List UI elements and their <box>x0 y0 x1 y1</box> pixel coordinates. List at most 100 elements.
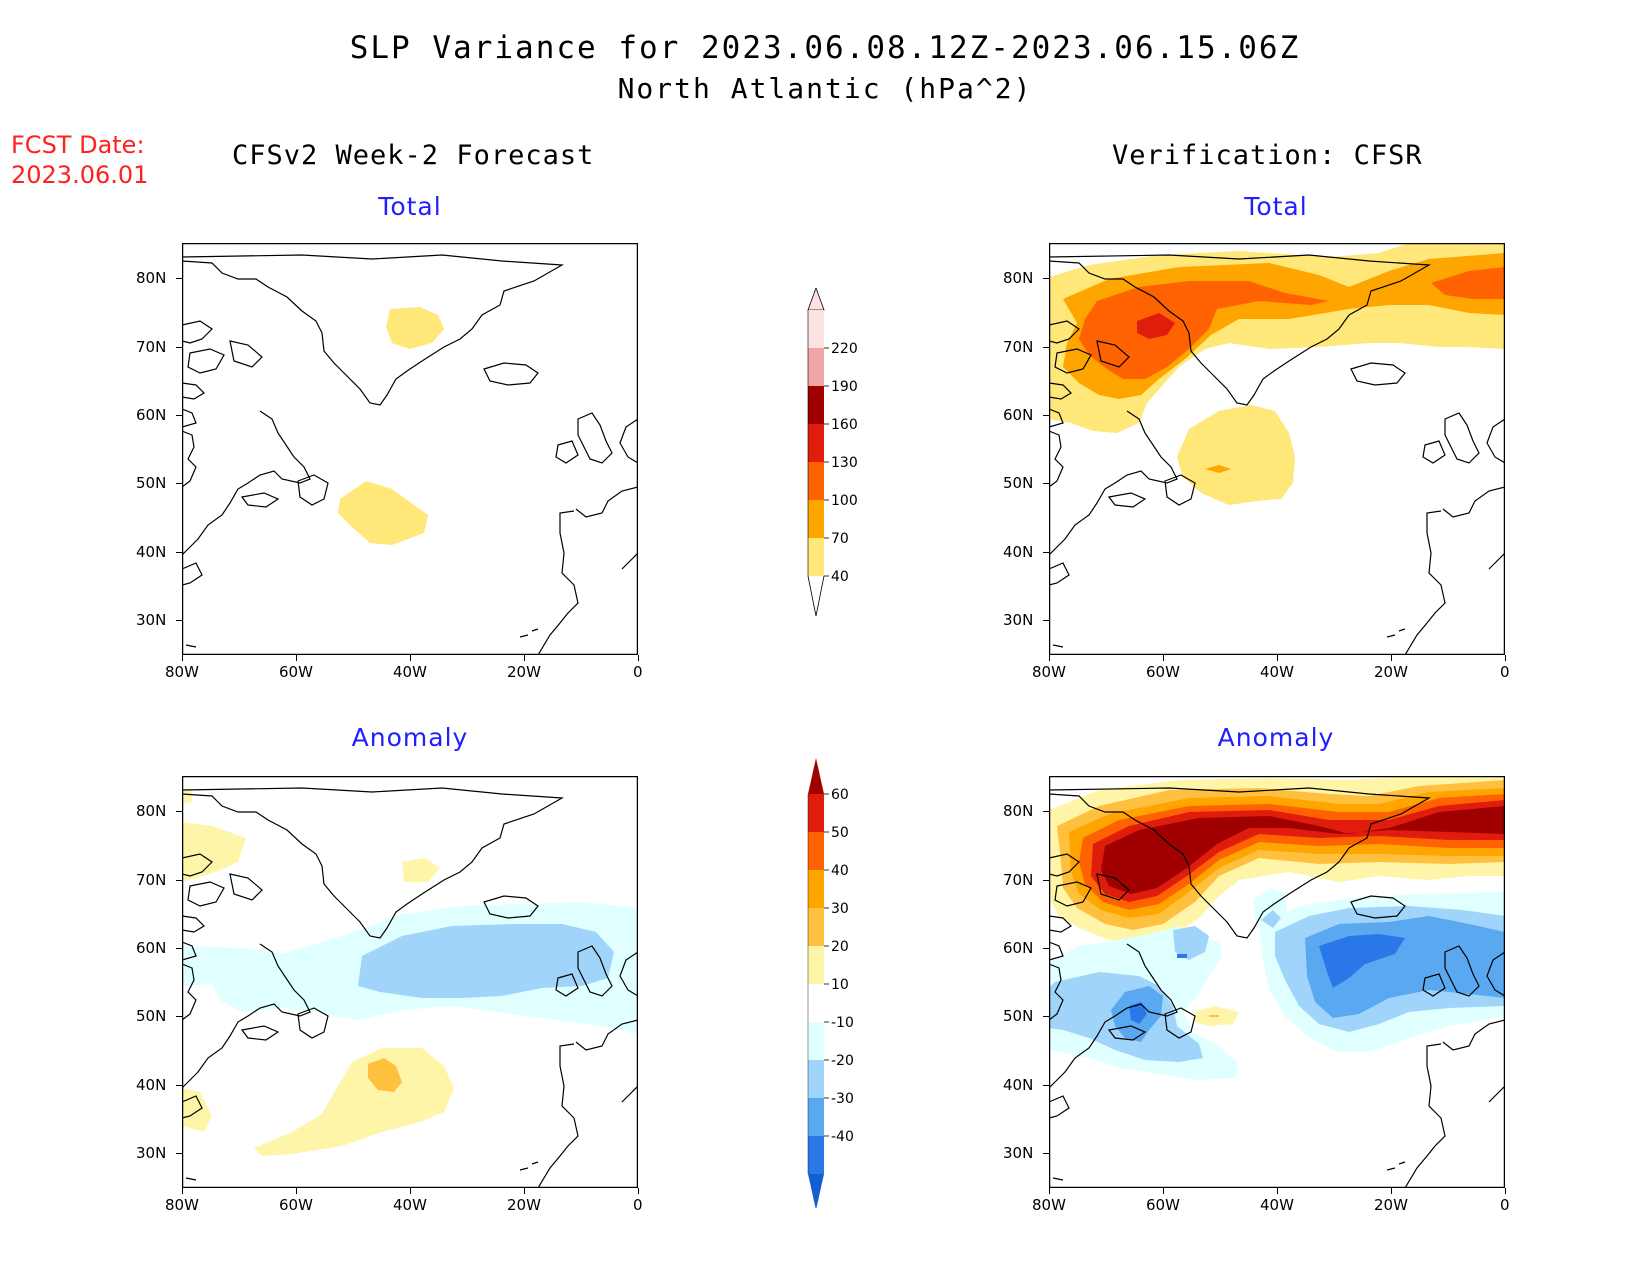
colorbar-bin <box>808 794 824 832</box>
variance-contour-40 <box>1177 405 1295 505</box>
lon-tick-mark <box>524 1188 525 1194</box>
lon-tick-mark <box>1277 655 1278 661</box>
lat-tick-mark <box>176 552 182 553</box>
lat-tick-mark <box>1043 1085 1049 1086</box>
colorbar-level-label: 190 <box>831 379 858 395</box>
lon-tick-mark <box>1391 1188 1392 1194</box>
lat-tick-mark <box>176 1016 182 1017</box>
anomaly-contour-10 <box>254 1048 454 1156</box>
anomaly-contour-neg40 <box>1319 934 1405 988</box>
lat-tick-label: 40N <box>1003 543 1034 561</box>
lon-tick-label: 0 <box>633 1196 643 1214</box>
lon-tick-label: 40W <box>1260 1196 1294 1214</box>
lon-tick-label: 80W <box>1032 663 1066 681</box>
anomaly-contour-20 <box>368 1058 402 1092</box>
lat-tick-mark <box>176 278 182 279</box>
lon-tick-label: 40W <box>393 663 427 681</box>
lat-tick-label: 30N <box>1003 1144 1034 1162</box>
lat-tick-mark <box>176 620 182 621</box>
lon-tick-label: 20W <box>507 663 541 681</box>
variance-contour-130 <box>1137 313 1175 339</box>
colorbar-bin <box>808 946 824 984</box>
lat-tick-mark <box>1043 278 1049 279</box>
fcst-date-label: FCST Date: <box>11 131 145 159</box>
anomaly-contour-neg20 <box>358 924 614 998</box>
lon-tick-label: 40W <box>393 1196 427 1214</box>
lat-tick-label: 50N <box>1003 474 1034 492</box>
lon-tick-label: 60W <box>279 1196 313 1214</box>
colorbar-bin <box>808 908 824 946</box>
lon-tick-label: 0 <box>1500 1196 1510 1214</box>
colorbar-level-label: -30 <box>831 1091 854 1107</box>
colorbar-level-label: 10 <box>831 977 849 993</box>
lon-tick-mark <box>182 655 183 661</box>
lat-tick-label: 50N <box>136 1007 167 1025</box>
lon-tick-label: 20W <box>1374 1196 1408 1214</box>
lon-tick-label: 20W <box>507 1196 541 1214</box>
lat-tick-mark <box>176 880 182 881</box>
lat-tick-label: 30N <box>1003 611 1034 629</box>
main-title: SLP Variance for 2023.06.08.12Z-2023.06.… <box>349 30 1301 66</box>
lat-tick-label: 40N <box>136 543 167 561</box>
colorbar-bin <box>808 1022 824 1060</box>
lon-tick-mark <box>410 1188 411 1194</box>
lon-tick-label: 0 <box>1500 663 1510 681</box>
lat-tick-mark <box>1043 1016 1049 1017</box>
colorbar-level-label: 30 <box>831 901 849 917</box>
lat-tick-label: 40N <box>1003 1076 1034 1094</box>
verification-total-map <box>1048 242 1506 656</box>
lon-tick-label: 80W <box>165 663 199 681</box>
colorbar-bottom-arrow <box>808 1174 824 1210</box>
forecast-anomaly-map <box>181 775 639 1189</box>
map-frame <box>1048 242 1506 656</box>
lon-tick-mark <box>1391 655 1392 661</box>
lon-tick-label: 20W <box>1374 663 1408 681</box>
lon-tick-label: 80W <box>1032 1196 1066 1214</box>
forecast-total-map <box>181 242 639 656</box>
variance-contour-70 <box>1205 465 1231 473</box>
lon-tick-mark <box>1163 1188 1164 1194</box>
lat-tick-label: 60N <box>136 406 167 424</box>
colorbar-level-label: 160 <box>831 417 858 433</box>
lat-tick-mark <box>176 1153 182 1154</box>
colorbar-level-label: 70 <box>831 531 849 547</box>
map-frame <box>181 242 639 656</box>
colorbar-level-label: 40 <box>831 863 849 879</box>
forecast-column-title: CFSv2 Week-2 Forecast <box>232 140 595 171</box>
lon-tick-mark <box>638 655 639 661</box>
lat-tick-label: 60N <box>136 939 167 957</box>
lon-tick-label: 60W <box>279 663 313 681</box>
colorbar-top-arrow <box>807 286 825 311</box>
variance-contour-40 <box>386 307 444 349</box>
fcst-date-value: 2023.06.01 <box>11 161 149 189</box>
lon-tick-mark <box>410 655 411 661</box>
main-subtitle: North Atlantic (hPa^2) <box>617 72 1033 105</box>
colorbar-level-label: -10 <box>831 1015 854 1031</box>
lat-tick-mark <box>1043 811 1049 812</box>
lat-tick-mark <box>1043 620 1049 621</box>
lat-tick-mark <box>1043 880 1049 881</box>
colorbar-level-label: -20 <box>831 1053 854 1069</box>
lon-tick-label: 40W <box>1260 663 1294 681</box>
lat-tick-label: 30N <box>136 1144 167 1162</box>
lat-tick-label: 80N <box>136 269 167 287</box>
lat-tick-label: 70N <box>1003 338 1034 356</box>
lon-tick-label: 80W <box>165 1196 199 1214</box>
lon-tick-mark <box>1505 1188 1506 1194</box>
colorbar-bin <box>808 538 824 576</box>
colorbar-bin <box>808 310 824 348</box>
lon-tick-mark <box>1505 655 1506 661</box>
map-frame <box>1048 775 1506 1189</box>
lat-tick-mark <box>1043 347 1049 348</box>
lon-tick-mark <box>1049 1188 1050 1194</box>
colorbar-level-label: 40 <box>831 569 849 585</box>
colorbar-bin <box>808 424 824 462</box>
colorbar-level-label: 50 <box>831 825 849 841</box>
lat-tick-label: 60N <box>1003 939 1034 957</box>
fcst-total-label: Total <box>378 192 442 221</box>
lon-tick-mark <box>1163 655 1164 661</box>
colorbar-bin <box>808 1098 824 1136</box>
lon-tick-label: 60W <box>1146 663 1180 681</box>
lat-tick-mark <box>1043 948 1049 949</box>
lat-tick-label: 80N <box>1003 269 1034 287</box>
